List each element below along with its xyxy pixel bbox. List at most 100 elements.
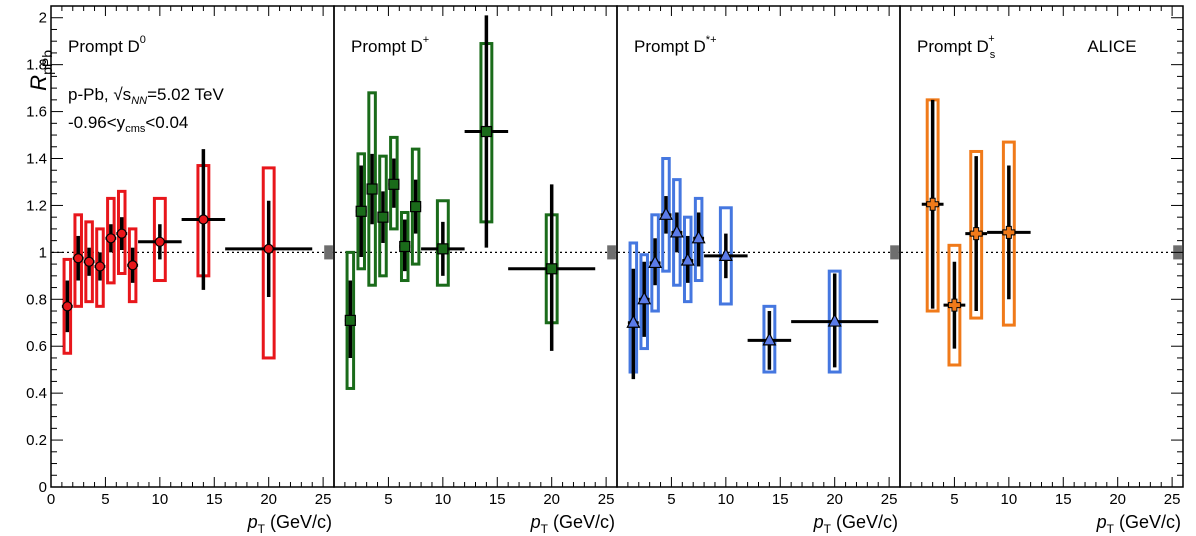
panel-title-text: Prompt D xyxy=(634,37,706,56)
data-point-marker xyxy=(94,261,106,272)
x-tick-label: 10 xyxy=(718,491,735,508)
x-tick-label: 5 xyxy=(667,491,675,508)
data-point-marker xyxy=(1002,225,1016,239)
y-tick-label: 0.2 xyxy=(26,432,47,449)
x-tick-label: 10 xyxy=(152,491,169,508)
panel-title: Prompt D0 xyxy=(68,34,146,56)
x-axis-title-units: (GeV/c) xyxy=(265,512,332,532)
data-point-marker xyxy=(680,252,695,266)
data-point-marker xyxy=(399,240,411,253)
data-point-marker xyxy=(263,243,274,254)
data-point-marker xyxy=(718,247,733,261)
data-point-marker xyxy=(154,236,165,247)
panel-title: Prompt D*+ xyxy=(634,34,717,56)
data-point-marker xyxy=(762,332,777,346)
x-tick-label: 5 xyxy=(384,491,392,508)
x-axis-title: pT (GeV/c) xyxy=(1096,512,1181,536)
x-tick-label: 20 xyxy=(1109,491,1126,508)
rapidity-text: -0.96<y xyxy=(68,113,126,132)
x-tick-label: 20 xyxy=(826,491,843,508)
data-point-marker xyxy=(648,254,663,269)
x-tick-label: 25 xyxy=(1164,491,1181,508)
collision-system-sub: NN xyxy=(131,95,147,107)
data-point-marker xyxy=(388,178,400,190)
x-axis-title: pT (GeV/c) xyxy=(530,512,615,536)
y-tick-label: 0.4 xyxy=(26,385,47,402)
x-tick-label: 25 xyxy=(881,491,898,508)
panel-title-text: Prompt D xyxy=(68,37,140,56)
data-point-marker xyxy=(969,227,983,241)
panel-title-text: Prompt D xyxy=(351,37,423,56)
systematic-box xyxy=(435,199,450,287)
y-tick-label: 1.6 xyxy=(26,104,47,121)
rapidity-sub: cms xyxy=(125,123,146,135)
data-point-marker xyxy=(926,197,940,211)
x-axis-title-units: (GeV/c) xyxy=(831,512,898,532)
x-axis-title-sub: T xyxy=(258,522,266,536)
panel-title-sub: s xyxy=(990,49,996,61)
panel-2: 5 10 15 20 25 Prompt D+ pT (GeV/c) xyxy=(333,5,618,536)
panels-group: 0 5 10 15 20 25 0 0.2 0.4 0.6 0.8 1 1.2 1.4 1.6 1.8 2 Pro… xyxy=(26,5,1184,536)
x-axis-title-main: p xyxy=(530,512,541,532)
panel-3: 5 10 15 20 25 Prompt D*+ pT (GeV/c) xyxy=(616,5,901,536)
data-point-marker xyxy=(669,224,684,238)
normalization-uncertainty-box xyxy=(607,245,616,260)
data-point-marker xyxy=(546,263,558,275)
x-axis-title-sub: T xyxy=(1107,522,1115,536)
x-axis-title-main: p xyxy=(813,512,824,532)
panel-title-sup: *+ xyxy=(706,34,717,46)
x-tick-label: 15 xyxy=(489,491,506,508)
normalization-uncertainty-box xyxy=(890,245,899,260)
panel-title-sup: + xyxy=(988,33,994,45)
x-axis-title-main: p xyxy=(247,512,258,532)
data-point-marker xyxy=(116,228,127,239)
data-point-marker xyxy=(827,313,842,327)
y-axis-title-sub: pPb xyxy=(39,50,55,75)
x-tick-label: 0 xyxy=(47,491,55,508)
normalization-uncertainty-box xyxy=(324,245,333,260)
data-point-marker xyxy=(73,253,84,264)
data-point-marker xyxy=(947,298,961,312)
panel-title-text: Prompt D xyxy=(917,37,989,56)
x-axis-title-sub: T xyxy=(541,522,549,536)
y-axis-title-main: R xyxy=(26,75,51,91)
x-tick-label: 10 xyxy=(1001,491,1018,508)
x-tick-label: 10 xyxy=(435,491,452,508)
data-point-marker xyxy=(198,214,209,225)
panel-title: Prompt Ds + xyxy=(917,33,996,61)
y-tick-label: 2 xyxy=(39,10,47,27)
data-point-marker xyxy=(366,183,378,195)
systematic-box xyxy=(152,196,167,283)
rapidity-label: -0.96<ycms<0.04 xyxy=(68,113,188,135)
collision-system-text: p-Pb, √s xyxy=(68,85,131,104)
data-point-marker xyxy=(691,229,706,244)
y-tick-label: 0 xyxy=(39,479,47,496)
data-point-marker xyxy=(83,256,95,267)
experiment-label: ALICE xyxy=(1087,37,1136,56)
x-tick-label: 15 xyxy=(772,491,789,508)
panel-title-sup: 0 xyxy=(140,34,146,46)
rapidity-range: <0.04 xyxy=(145,113,188,132)
panel-title: Prompt D+ xyxy=(351,34,429,56)
x-tick-label: 15 xyxy=(206,491,223,508)
y-tick-label: 0.8 xyxy=(26,291,47,308)
collision-energy: =5.02 TeV xyxy=(147,85,224,104)
data-point-marker xyxy=(637,290,652,305)
data-point-marker xyxy=(344,314,356,327)
data-point-marker xyxy=(105,233,116,244)
y-tick-label: 0.6 xyxy=(26,338,47,355)
data-point-marker xyxy=(377,211,389,223)
data-point-marker xyxy=(658,206,673,220)
x-axis-title-units: (GeV/c) xyxy=(1114,512,1181,532)
y-tick-label: 1 xyxy=(39,244,47,261)
data-point-marker xyxy=(410,201,422,213)
data-point-marker xyxy=(355,205,367,217)
x-tick-label: 25 xyxy=(598,491,615,508)
data-point-marker xyxy=(626,314,641,328)
x-axis-title-main: p xyxy=(1096,512,1107,532)
x-tick-label: 15 xyxy=(1055,491,1072,508)
x-axis-title-sub: T xyxy=(824,522,832,536)
x-tick-label: 20 xyxy=(260,491,277,508)
systematic-box xyxy=(261,166,276,360)
